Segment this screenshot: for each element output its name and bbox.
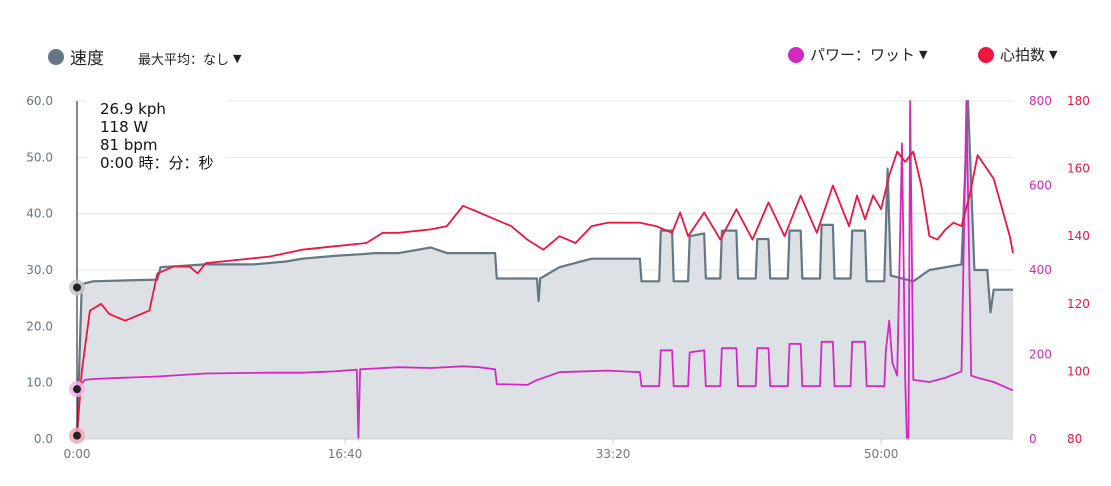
chevron-down-icon: ▼ xyxy=(919,48,928,61)
max-average-dropdown[interactable]: 最大平均：なし ▼ xyxy=(138,49,241,68)
y-tick-label-speed: 60.0 xyxy=(26,94,53,108)
y-tick-label-speed: 50.0 xyxy=(26,150,53,164)
legend-hr-label: 心拍数 xyxy=(1000,46,1046,64)
tooltip-speed: 26.9 kph xyxy=(100,100,166,118)
series-layer xyxy=(75,99,1014,440)
chevron-down-icon: ▼ xyxy=(233,52,242,65)
hover-tooltip: 26.9 kph 118 W 81 bpm 0:00 時：分：秒 xyxy=(86,98,228,174)
x-tick-label: 33:20 xyxy=(596,447,631,461)
y-tick-label-speed: 40.0 xyxy=(26,207,53,221)
max-average-label: 最大平均：なし xyxy=(138,53,230,68)
speed-dot-icon xyxy=(48,48,64,65)
x-tick-label: 16:40 xyxy=(328,447,363,461)
legend-power-label: パワー：ワット xyxy=(810,46,916,64)
y-tick-label-hr: 100 xyxy=(1067,364,1090,378)
legend-speed-toggle[interactable]: 速度 xyxy=(48,44,104,69)
legend-bar: 速度 最大平均：なし ▼ パワー：ワット ▼ 心拍数 ▼ xyxy=(0,0,1111,80)
y-tick-label-speed: 0.0 xyxy=(34,432,53,446)
hover-point-power xyxy=(73,385,81,394)
hover-point-hr xyxy=(73,431,81,440)
hr-line xyxy=(76,150,1014,436)
chevron-down-icon: ▼ xyxy=(1049,48,1058,61)
legend-speed-label: 速度 xyxy=(70,49,104,69)
tooltip-hr: 81 bpm xyxy=(100,136,158,154)
hover-layer xyxy=(69,101,85,444)
y-tick-label-power: 600 xyxy=(1029,179,1052,193)
y-tick-label-power: 0 xyxy=(1029,432,1037,446)
y-tick-label-speed: 30.0 xyxy=(26,263,53,277)
x-tick-label: 50:00 xyxy=(864,447,899,461)
x-tick-label: 0:00 xyxy=(64,447,91,461)
y-tick-label-hr: 160 xyxy=(1067,162,1090,176)
y-tick-label-power: 200 xyxy=(1029,348,1052,362)
y-tick-label-hr: 80 xyxy=(1067,432,1082,446)
y-tick-label-power: 800 xyxy=(1029,94,1052,108)
y-tick-label-hr: 180 xyxy=(1067,94,1090,108)
tooltip-time: 0:00 時：分：秒 xyxy=(100,154,214,172)
hover-point-speed xyxy=(73,283,81,292)
y-tick-label-speed: 10.0 xyxy=(26,376,53,390)
power-dot-icon xyxy=(788,46,804,63)
hr-dot-icon xyxy=(978,46,994,63)
axes: 0.010.020.030.040.050.060.00200400600800… xyxy=(26,94,1090,461)
speed-line xyxy=(75,99,1013,440)
tooltip-power: 118 W xyxy=(100,118,149,136)
y-tick-label-power: 400 xyxy=(1029,263,1052,277)
power-line xyxy=(76,100,1014,440)
legend-hr-dropdown[interactable]: 心拍数 ▼ xyxy=(978,44,1057,65)
legend-power-dropdown[interactable]: パワー：ワット ▼ xyxy=(788,44,927,65)
y-tick-label-speed: 20.0 xyxy=(26,319,53,333)
speed-area-fill xyxy=(77,101,1013,439)
y-tick-label-hr: 140 xyxy=(1067,229,1090,243)
y-tick-label-hr: 120 xyxy=(1067,297,1090,311)
